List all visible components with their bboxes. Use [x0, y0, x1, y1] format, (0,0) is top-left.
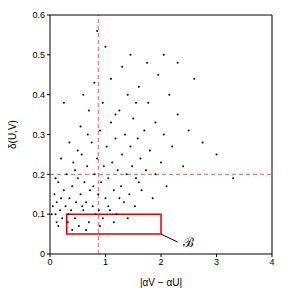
svg-text:0.5: 0.5 — [32, 50, 45, 60]
svg-text:2: 2 — [158, 257, 163, 267]
svg-text:δ(U,V): δ(U,V) — [8, 120, 18, 149]
svg-text:3: 3 — [214, 257, 219, 267]
svg-text:0.1: 0.1 — [32, 209, 45, 219]
svg-text:0.3: 0.3 — [32, 130, 45, 140]
svg-text:|αV − αU|: |αV − αU| — [140, 277, 182, 288]
svg-text:1: 1 — [103, 257, 108, 267]
svg-text:0.2: 0.2 — [32, 170, 45, 180]
svg-text:0: 0 — [47, 257, 52, 267]
svg-text:0.6: 0.6 — [32, 10, 45, 20]
svg-text:0.4: 0.4 — [32, 90, 45, 100]
svg-text:4: 4 — [269, 257, 274, 267]
svg-text:ℬ: ℬ — [183, 235, 194, 250]
svg-text:0: 0 — [40, 249, 45, 259]
